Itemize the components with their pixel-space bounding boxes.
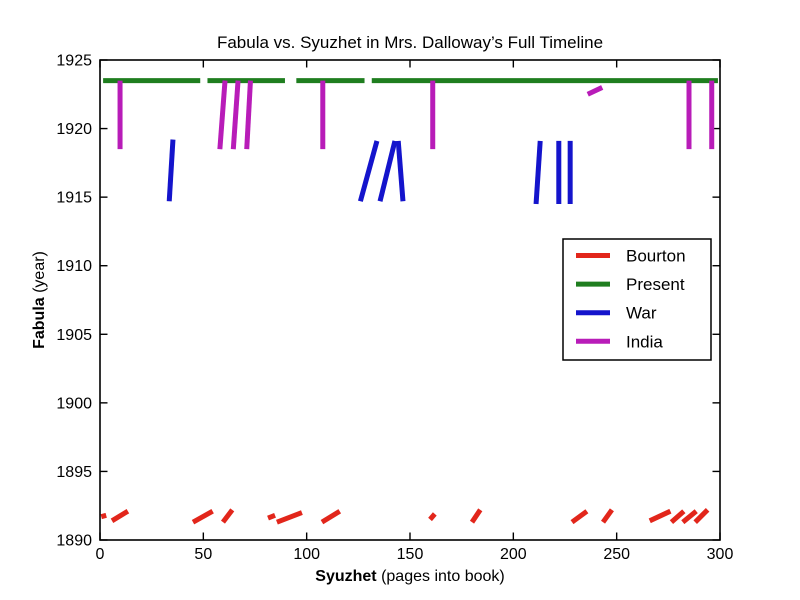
segment [110,509,130,523]
x-axis-label-bold: Syuzhet [315,568,377,585]
legend-label: Bourton [626,247,686,266]
segment [100,512,107,520]
segment [230,80,241,150]
x-axis-label-rest: (pages into book) [376,568,505,585]
series-war [166,139,573,205]
segment [469,508,483,524]
y-axis-label: Fabula (year) [31,251,49,349]
segment [428,512,437,522]
segment [570,509,589,525]
y-tick-label: 1890 [56,533,92,550]
segment [276,510,303,525]
segment [320,509,342,525]
segment [166,139,176,202]
x-tick-label: 300 [707,546,734,563]
legend-label: Present [626,275,685,294]
y-tick-label: 1895 [56,464,92,481]
segment [220,508,235,524]
segment [357,140,380,202]
x-tick-label: 50 [194,546,212,563]
x-tick-label: 200 [500,546,527,563]
legend: Bourton Present War India [562,238,712,361]
segment [191,509,214,525]
plot-frame [99,59,721,541]
y-tick-label: 1920 [56,121,92,138]
segment [648,508,672,524]
y-axis-label-bold: Fabula [31,297,48,349]
y-axis-label-rest: (year) [31,251,48,298]
y-tick-label: 1925 [56,53,92,70]
legend-label: India [626,332,663,351]
series-bourton [100,508,710,525]
y-tick-label: 1900 [56,395,92,412]
y-tick-label: 1915 [56,190,92,207]
x-axis-label: Syuzhet (pages into book) [315,568,504,586]
segment [377,140,398,202]
x-tick-label: 0 [96,546,105,563]
x-tick-label: 250 [603,546,630,563]
legend-label: War [626,304,657,323]
segment [267,512,276,521]
segment [681,509,698,525]
segment [244,80,253,150]
segment [600,508,614,524]
segment [533,140,543,205]
segment [217,80,228,150]
segment [586,85,604,97]
y-tick-label: 1905 [56,327,92,344]
x-tick-label: 150 [397,546,424,563]
segment [669,509,686,525]
series-india [117,80,715,150]
y-tick-label: 1910 [56,258,92,275]
segment [693,508,710,524]
segment [395,140,406,202]
x-tick-label: 100 [293,546,320,563]
chart-title: Fabula vs. Syuzhet in Mrs. Dalloway’s Fu… [216,33,604,52]
